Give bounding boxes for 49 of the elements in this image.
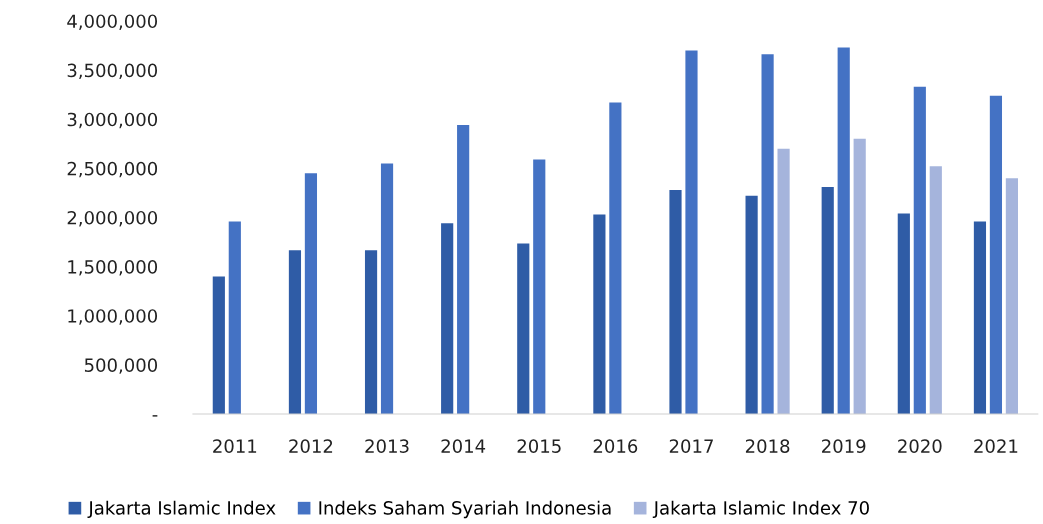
bar xyxy=(761,54,774,414)
bar xyxy=(685,50,698,414)
y-tick-label: 3,000,000 xyxy=(67,112,158,129)
bar xyxy=(973,221,987,414)
legend-label: Indeks Saham Syariah Indonesia xyxy=(319,500,611,519)
bar xyxy=(212,276,225,414)
x-tick-label: 2011 xyxy=(213,439,257,453)
y-tick-label: 2,500,000 xyxy=(67,161,158,178)
y-tick-label: 3,500,000 xyxy=(67,63,158,80)
bar xyxy=(288,250,302,414)
x-tick-label: 2017 xyxy=(669,439,713,453)
y-tick-label: 1,500,000 xyxy=(68,260,158,276)
bar xyxy=(364,250,378,414)
bar xyxy=(929,166,942,414)
x-tick-label: 2015 xyxy=(517,439,561,453)
bar xyxy=(897,213,910,414)
bar xyxy=(304,173,318,414)
bar xyxy=(593,214,606,414)
bar xyxy=(228,221,241,414)
y-tick-label: 2,000,000 xyxy=(67,210,158,227)
y-tick-label: 1,000,000 xyxy=(68,309,158,325)
bar xyxy=(441,223,454,414)
bar xyxy=(533,159,546,414)
bar xyxy=(777,148,790,414)
y-tick-label: - xyxy=(152,415,158,417)
bar xyxy=(669,189,682,414)
x-tick-label: 2021 xyxy=(974,439,1018,453)
x-tick-label: 2020 xyxy=(898,439,942,453)
x-tick-label: 2012 xyxy=(289,439,333,453)
x-tick-label: 2016 xyxy=(593,439,638,453)
bar xyxy=(1005,178,1018,414)
bar xyxy=(837,47,850,414)
bar xyxy=(913,86,926,414)
bar xyxy=(457,125,470,414)
x-tick-label: 2019 xyxy=(822,439,866,453)
bar xyxy=(745,195,758,414)
legend-label: Jakarta Islamic Index 70 xyxy=(652,500,869,519)
bar xyxy=(517,243,530,414)
y-tick-label: 500,000 xyxy=(84,358,158,374)
x-tick-label: 2013 xyxy=(365,439,409,453)
legend-label: Jakarta Islamic Index xyxy=(87,500,276,519)
bar xyxy=(821,187,834,414)
bar xyxy=(853,138,866,414)
y-tick-label: 4,000,000 xyxy=(67,14,158,30)
x-tick-label: 2014 xyxy=(441,439,486,453)
bar xyxy=(989,95,1003,414)
bar xyxy=(380,163,394,414)
x-tick-label: 2018 xyxy=(745,439,790,453)
bar xyxy=(609,102,622,414)
